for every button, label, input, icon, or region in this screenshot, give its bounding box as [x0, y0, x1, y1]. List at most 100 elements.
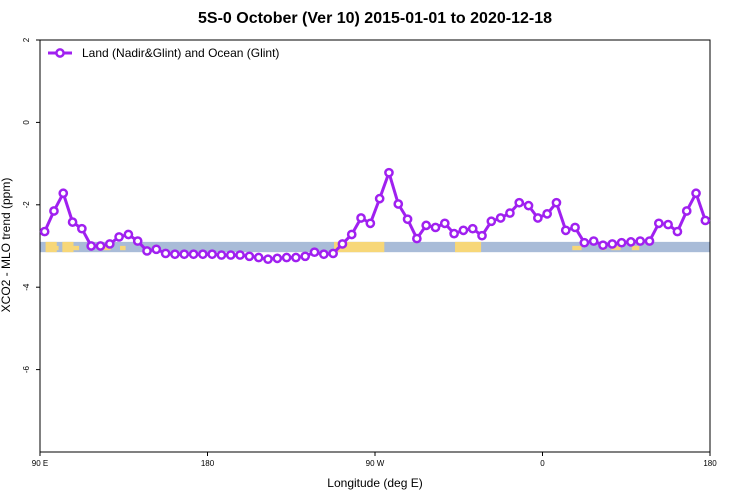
data-point	[170, 249, 180, 260]
data-point	[39, 226, 50, 237]
data-point	[412, 233, 422, 244]
land-band-segment	[71, 245, 80, 251]
data-point	[207, 249, 218, 260]
data-point	[635, 236, 646, 246]
data-point	[449, 228, 459, 239]
legend-marker	[55, 48, 65, 58]
data-point	[151, 244, 162, 255]
data-point	[542, 209, 553, 219]
land-band-segment	[611, 245, 621, 251]
y-tick-label: -6	[22, 365, 31, 373]
land-band-segment	[45, 241, 57, 253]
x-axis-label: Longitude (deg E)	[327, 476, 423, 490]
data-point	[244, 251, 255, 262]
data-point	[337, 239, 348, 249]
data-point	[458, 225, 469, 236]
data-point	[477, 230, 487, 241]
data-point	[235, 250, 245, 260]
data-point	[663, 219, 673, 230]
x-tick-label: 90 E	[32, 459, 48, 468]
data-point	[532, 213, 543, 223]
data-point	[607, 239, 618, 249]
data-point	[272, 253, 283, 264]
land-ocean-band	[40, 241, 710, 253]
data-point	[225, 250, 236, 260]
data-point	[123, 229, 134, 240]
data-point	[551, 197, 562, 208]
x-tick-label: 180	[703, 459, 717, 468]
data-point	[179, 249, 190, 260]
data-point	[439, 218, 450, 229]
data-point	[77, 223, 87, 234]
data-point	[393, 199, 404, 209]
data-point	[300, 251, 311, 262]
x-tick-label: 90 W	[366, 459, 385, 468]
data-point	[598, 240, 608, 251]
data-point	[691, 188, 701, 199]
y-tick-label: 0	[22, 120, 31, 125]
data-point	[384, 167, 394, 178]
data-point	[188, 249, 199, 260]
data-point	[681, 206, 692, 216]
data-point	[672, 226, 683, 237]
land-band-segment	[455, 241, 482, 253]
data-point	[309, 247, 320, 258]
data-point	[356, 213, 366, 223]
data-point	[505, 208, 515, 218]
data-point	[346, 229, 357, 240]
y-tick-label: 2	[22, 37, 31, 42]
data-point	[626, 237, 636, 247]
data-point	[365, 218, 376, 229]
data-point	[216, 250, 227, 260]
data-point	[430, 222, 441, 233]
data-point	[67, 217, 78, 227]
land-band-segment	[572, 245, 582, 251]
data-point	[95, 241, 106, 251]
land-band-segment	[62, 241, 74, 253]
data-point	[421, 220, 432, 231]
data-point	[291, 252, 301, 263]
data-point	[644, 236, 655, 246]
data-point	[104, 239, 115, 249]
data-point	[263, 254, 273, 265]
legend-label: Land (Nadir&Glint) and Ocean (Glint)	[82, 46, 279, 60]
data-point	[58, 188, 69, 199]
data-point	[653, 218, 664, 229]
data-point	[560, 225, 571, 236]
data-point	[616, 237, 627, 248]
data-point	[495, 213, 506, 223]
land-band-segment	[103, 245, 111, 251]
chart-title: 5S-0 October (Ver 10) 2015-01-01 to 2020…	[198, 10, 552, 27]
data-point	[86, 241, 97, 251]
data-point	[253, 252, 264, 263]
data-point	[467, 223, 478, 234]
data-point	[374, 193, 385, 204]
series-layer	[39, 167, 711, 265]
data-point	[160, 248, 171, 259]
data-point	[132, 236, 143, 246]
data-point	[402, 214, 413, 225]
data-point	[486, 216, 497, 227]
data-point	[523, 200, 534, 211]
legend: Land (Nadir&Glint) and Ocean (Glint)	[48, 46, 279, 60]
data-point	[281, 252, 292, 263]
data-point	[514, 197, 525, 208]
data-point	[318, 249, 329, 260]
data-point	[328, 248, 338, 259]
data-point	[570, 222, 580, 233]
data-point	[197, 249, 208, 260]
data-point	[700, 215, 711, 226]
x-tick-label: 180	[201, 459, 215, 468]
axes: 90 E 180 90 W 0 180 2 0 -2 -4 -6	[22, 37, 717, 468]
land-band-segment	[53, 245, 59, 251]
land-band-segment	[631, 245, 640, 251]
data-point	[579, 237, 590, 248]
data-point	[114, 232, 124, 242]
data-point	[49, 206, 59, 216]
land-band-segment	[334, 241, 385, 253]
y-tick-label: -4	[22, 283, 31, 291]
land-band-segment	[120, 245, 126, 251]
data-point	[142, 246, 152, 256]
data-point	[588, 236, 599, 246]
